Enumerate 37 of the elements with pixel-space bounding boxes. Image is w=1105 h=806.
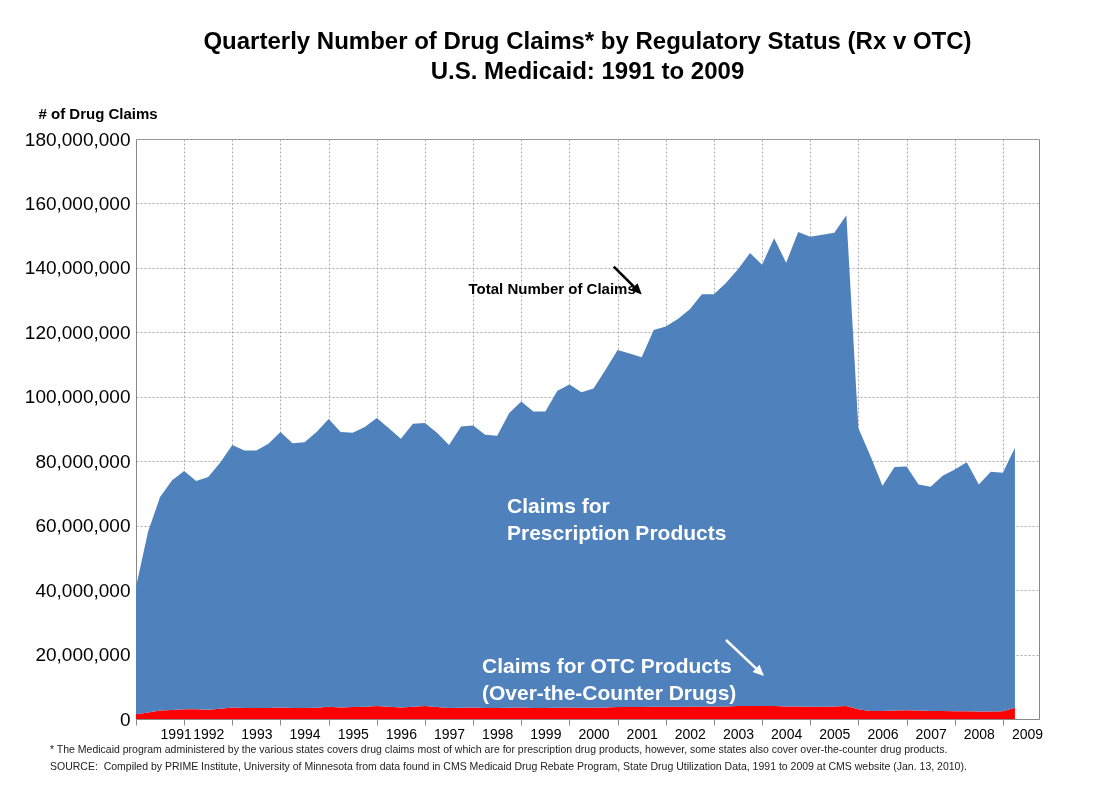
x-tick-label: 1991 [160, 725, 192, 742]
y-tick-label: 60,000,000 [35, 515, 131, 537]
x-tick-label: 2002 [674, 725, 707, 742]
x-tick-label: 2003 [722, 725, 755, 742]
x-tick-label: 1999 [530, 725, 562, 742]
series-label: Claims for OTC Products (Over-the-Counter Drugs) [482, 654, 737, 704]
y-tick-label: 160,000,000 [24, 192, 131, 214]
series-label: Claims for Prescription Products [507, 494, 727, 544]
text: * The Medicaid program administered by the various states covers drug claims most of which are for prescription drug products, however, some states also cover over-the-counter drug products. [50, 743, 949, 755]
x-tick-label: 2001 [626, 725, 658, 742]
y-tick-label: 120,000,000 [24, 321, 131, 343]
x-tick-label: 2008 [963, 725, 996, 742]
x-tick-label: 1992 [193, 725, 225, 742]
y-tick-label: 40,000,000 [35, 579, 131, 601]
y-tick-label: 140,000,000 [24, 257, 131, 279]
x-tick-label: 1994 [289, 725, 321, 742]
source-note: SOURCE: Compiled by PRIME Institute, University of Minnesota from data found in CMS Medicaid Drug Rebate Program, State Drug Utilization Data, 1991 to 2009 at CMS website (Jan. 13, 2010). [50, 760, 968, 772]
x-tick-label: 2005 [819, 725, 851, 742]
x-tick-label: 1995 [337, 725, 369, 742]
x-tick-label: 1993 [241, 725, 273, 742]
x-tick-label: 1996 [385, 725, 418, 742]
x-tick-label: 1998 [482, 725, 514, 742]
x-tick-label: 2004 [771, 725, 803, 742]
y-tick-label: 100,000,000 [24, 386, 131, 408]
chart-title: Quarterly Number of Drug Claims* by Regulatory Status (Rx v OTC) [203, 27, 972, 54]
y-tick-label: 0 [119, 708, 131, 730]
y-tick-label: 180,000,000 [24, 128, 131, 150]
x-tick-label: 2000 [578, 725, 610, 742]
y-tick-label: 80,000,000 [35, 450, 131, 472]
x-tick-label: 2006 [867, 725, 899, 742]
x-tick-label: 1997 [433, 725, 466, 742]
x-tick-label: 2009 [1011, 725, 1044, 742]
chart-subtitle: U.S. Medicaid: 1991 to 2009 [430, 57, 745, 84]
annotation: Total Number of Claims [468, 279, 636, 297]
y-tick-label: 20,000,000 [35, 644, 131, 666]
y-axis-title: # of Drug Claims [38, 104, 158, 122]
x-tick-label: 2007 [915, 725, 947, 742]
